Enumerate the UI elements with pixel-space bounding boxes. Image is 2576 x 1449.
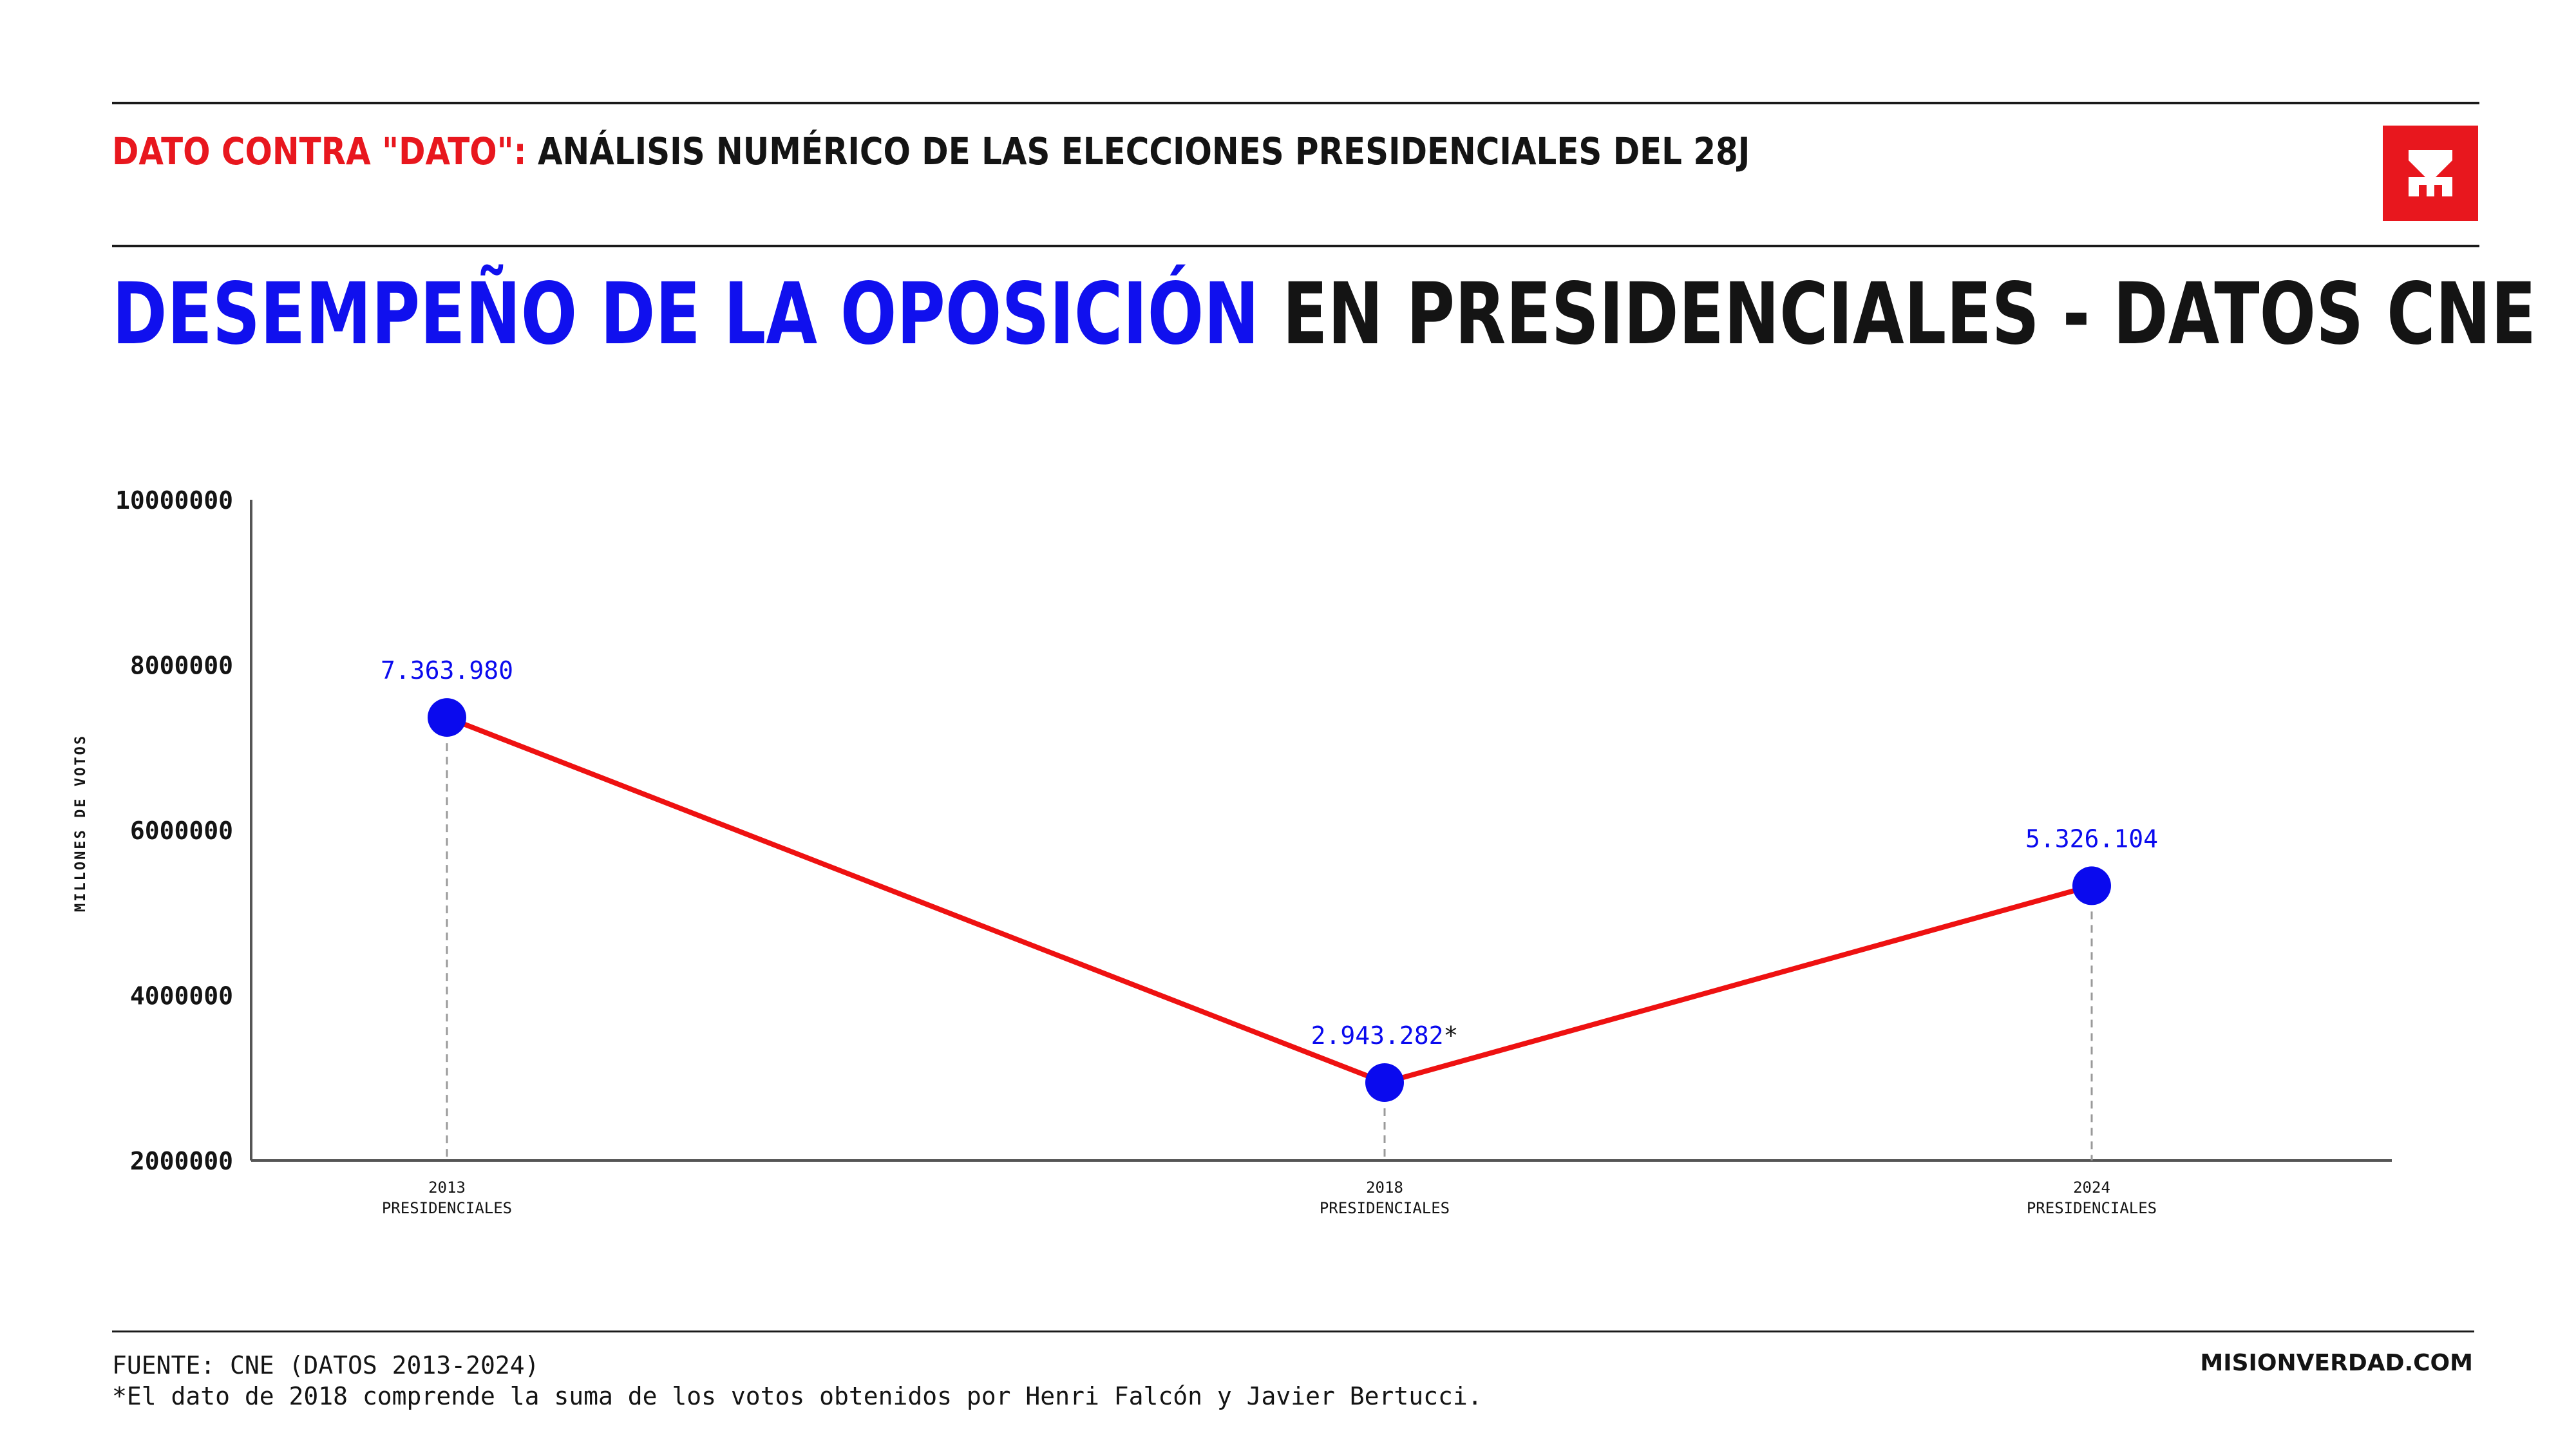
x-tick-year: 2013	[428, 1179, 466, 1197]
chart-title-highlight: DESEMPEÑO DE LA OPOSICIÓN	[112, 265, 1260, 364]
top-rule	[112, 102, 2479, 104]
data-point-marker	[428, 698, 466, 737]
kicker-heading: DATO CONTRA "DATO": ANÁLISIS NUMÉRICO DE…	[112, 128, 1940, 175]
footnote: *El dato de 2018 comprende la suma de lo…	[112, 1382, 1482, 1410]
y-tick-label: 4000000	[130, 982, 233, 1010]
y-tick-labels: 10000000 8000000 6000000 4000000 2000000	[115, 486, 233, 1175]
data-label-value: 7.363.980	[381, 656, 513, 685]
y-tick-label: 10000000	[115, 486, 233, 515]
kicker-label-red: DATO CONTRA "DATO":	[112, 129, 527, 173]
series-line	[446, 715, 2093, 1086]
data-label: 5.326.104	[2025, 824, 2158, 853]
y-tick-label: 2000000	[130, 1147, 233, 1175]
misionverdad-logo-icon	[2383, 126, 2478, 221]
data-point-marker	[2072, 866, 2111, 905]
source-note: FUENTE: CNE (DATOS 2013-2024)	[112, 1351, 540, 1379]
y-axis-label: MILLONES DE VOTOS	[73, 734, 89, 912]
data-label: 2.943.282*	[1311, 1021, 1459, 1050]
x-tick-year: 2024	[2073, 1179, 2110, 1197]
y-tick-label: 8000000	[130, 652, 233, 680]
kicker-label-black: ANÁLISIS NUMÉRICO DE LAS ELECCIONES PRES…	[526, 129, 1750, 173]
x-tick-label: PRESIDENCIALES	[1320, 1199, 1450, 1217]
drop-lines	[446, 743, 2093, 1160]
x-tick-label: PRESIDENCIALES	[382, 1199, 512, 1217]
site-url: MISIONVERDAD.COM	[2200, 1350, 2473, 1376]
data-label-value: 5.326.104	[2025, 824, 2158, 853]
x-tick-labels: 2013 PRESIDENCIALES 2018 PRESIDENCIALES 2024…	[382, 1179, 2157, 1217]
data-point-marker	[1365, 1063, 1404, 1103]
chart-title: DESEMPEÑO DE LA OPOSICIÓN EN PRESIDENCIA…	[112, 263, 2536, 366]
data-label: 7.363.980	[381, 656, 513, 685]
data-labels: 7.363.980 2.943.282* 5.326.104	[381, 656, 2158, 1050]
chart-title-rest: EN PRESIDENCIALES - DATOS CNE	[1259, 265, 2537, 364]
header-rule	[112, 245, 2479, 247]
footer-rule	[112, 1331, 2474, 1332]
y-tick-label: 6000000	[130, 817, 233, 845]
x-tick-year: 2018	[1366, 1179, 1403, 1197]
x-tick-label: PRESIDENCIALES	[2027, 1199, 2157, 1217]
data-label-value: 2.943.282	[1311, 1021, 1444, 1050]
data-points	[428, 698, 2111, 1103]
logo-glyph	[2409, 150, 2452, 196]
data-label-asterisk: *	[1444, 1021, 1459, 1050]
